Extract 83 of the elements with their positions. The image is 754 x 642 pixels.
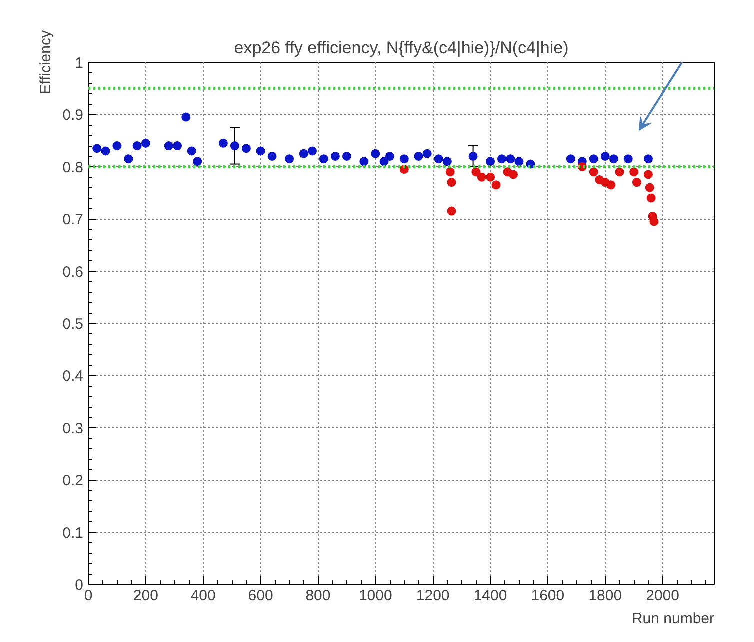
point (472, 168, 481, 177)
x-tick-label: 400 (190, 588, 216, 604)
point (386, 152, 395, 161)
point (589, 154, 598, 164)
y-tick-label: 0.8 (62, 159, 84, 176)
point (644, 170, 653, 180)
y-tick-label: 0.7 (62, 212, 84, 229)
x-tick-label: 800 (306, 588, 331, 604)
point (442, 157, 452, 166)
x-tick-label: 1400 (474, 588, 508, 604)
y-axis-title: Efficiency (38, 30, 55, 94)
point (630, 168, 639, 177)
point (242, 144, 251, 154)
x-tick-label: 1200 (416, 588, 450, 604)
point (589, 168, 598, 177)
point (173, 142, 182, 151)
point (644, 154, 653, 164)
point (141, 138, 150, 148)
point (514, 157, 524, 166)
y-tick-label: 0 (75, 577, 84, 594)
point (486, 157, 496, 166)
point (164, 142, 174, 151)
y-tick-label: 0.4 (62, 368, 84, 386)
point (414, 152, 424, 161)
x-tick-label: 1600 (531, 588, 565, 604)
point (218, 138, 228, 148)
x-axis-title: Run number (632, 610, 715, 628)
point (615, 168, 624, 177)
point (434, 154, 444, 164)
point (132, 142, 142, 151)
point (422, 149, 432, 158)
point (187, 146, 196, 156)
y-tick-label: 0.1 (62, 524, 84, 542)
y-tick-label: 1 (75, 55, 84, 72)
point (600, 152, 610, 161)
point (124, 154, 134, 164)
point (193, 157, 202, 166)
point (566, 154, 576, 164)
point (477, 172, 486, 182)
point (645, 183, 654, 192)
point (468, 152, 478, 161)
y-tick-label: 0.6 (62, 264, 84, 281)
point (498, 154, 507, 164)
point (360, 157, 369, 166)
x-tick-label: 600 (248, 588, 274, 604)
point (650, 217, 659, 226)
x-tick-label: 1000 (358, 588, 392, 604)
point (319, 154, 328, 164)
point (508, 170, 518, 180)
point (182, 112, 191, 122)
point (256, 146, 266, 156)
point (447, 178, 456, 188)
point (308, 146, 317, 156)
point (342, 152, 352, 161)
point (330, 152, 340, 161)
point (447, 206, 456, 216)
point (632, 178, 642, 188)
point (371, 149, 380, 158)
point (92, 144, 102, 154)
point (230, 142, 240, 151)
chart-title: exp26 ffy efficiency, N{ffy&(c4|hie)}/N(c4|hie) (234, 38, 569, 58)
point (486, 172, 496, 182)
point (299, 149, 308, 158)
x-tick-label: 200 (133, 588, 158, 604)
y-tick-label: 0.3 (62, 420, 84, 438)
y-tick-label: 0.5 (62, 316, 84, 333)
x-tick-label: 1800 (588, 588, 622, 604)
point (646, 194, 656, 203)
y-tick-label: 0.9 (62, 107, 84, 124)
point (446, 168, 455, 177)
x-tick-label: 2000 (646, 588, 680, 604)
point (268, 152, 277, 161)
point (506, 154, 516, 164)
point (112, 142, 122, 151)
y-tick-label: 0.2 (62, 472, 84, 490)
point (609, 154, 618, 164)
point (492, 180, 501, 190)
point (285, 154, 294, 164)
point (624, 154, 633, 164)
point (101, 146, 110, 156)
point (606, 180, 616, 190)
point (380, 157, 389, 166)
point (400, 154, 409, 164)
